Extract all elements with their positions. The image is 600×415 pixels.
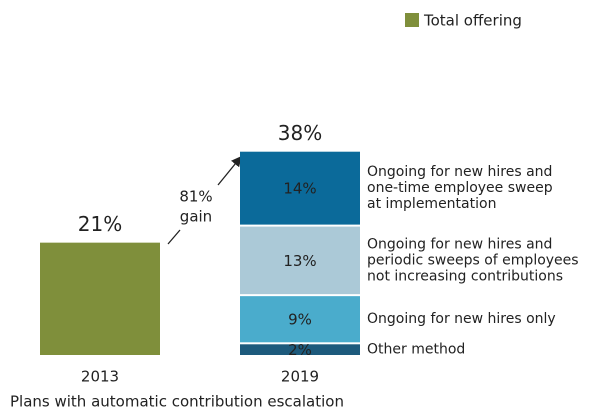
total-label: 38% [278, 121, 322, 145]
segment-value-label: 14% [283, 180, 316, 198]
value-label: 21% [78, 212, 122, 236]
segment-label: periodic sweeps of employees [367, 252, 579, 268]
bar [240, 296, 360, 343]
bar [40, 242, 160, 355]
segment-label: one-time employee sweep [367, 180, 553, 196]
segment-value-label: 2% [288, 341, 312, 359]
segment-label: Ongoing for new hires and [367, 164, 552, 180]
legend-swatch [405, 13, 419, 27]
segment-label: Other method [367, 342, 465, 358]
segment-label: at implementation [367, 196, 496, 212]
annotation: gain [180, 208, 212, 226]
bar [240, 226, 360, 295]
segment-label: Ongoing for new hires only [367, 311, 556, 327]
segment-value-label: 13% [283, 252, 316, 270]
legend-label: Total offering [423, 12, 522, 30]
segment-label: not increasing contributions [367, 268, 563, 284]
x-axis-label: Plans with automatic contribution escala… [10, 393, 344, 411]
segment-label: Ongoing for new hires and [367, 236, 552, 252]
bar [240, 344, 360, 355]
segment-value-label: 9% [288, 311, 312, 329]
x-tick-label: 2019 [281, 368, 319, 386]
arrow [217, 155, 242, 186]
x-tick-label: 2013 [81, 368, 119, 386]
arrow-tail [167, 229, 181, 245]
annotation: 81% [179, 188, 212, 206]
bar [240, 151, 360, 225]
